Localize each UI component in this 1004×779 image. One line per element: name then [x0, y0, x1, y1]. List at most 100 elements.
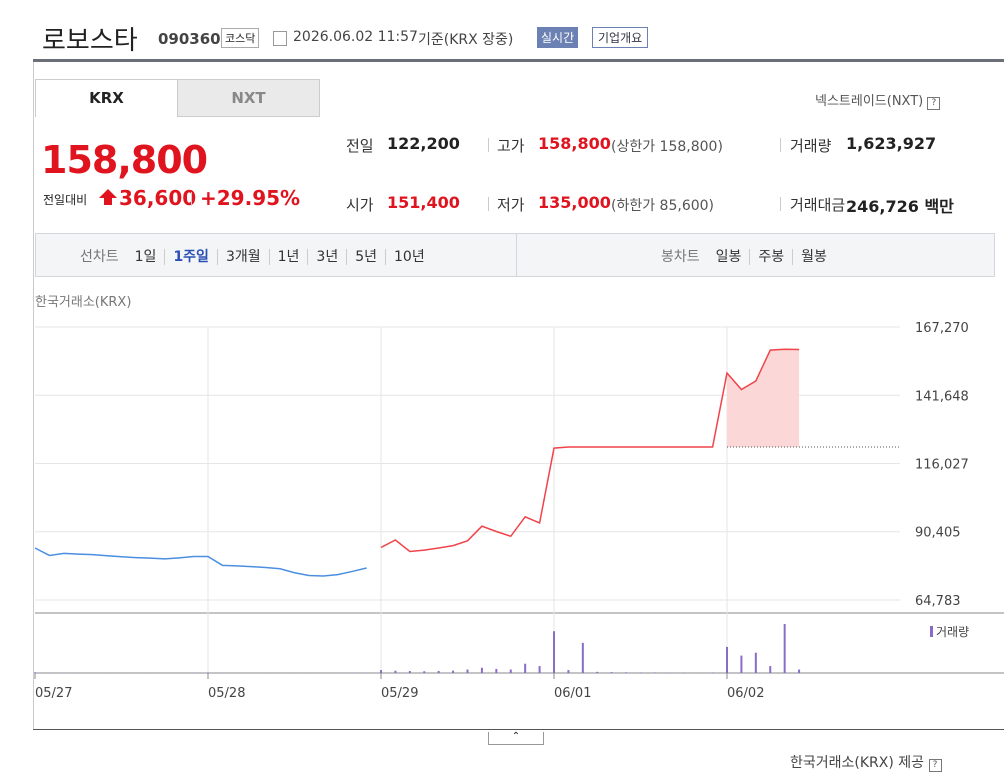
volume-bar: [682, 672, 685, 673]
line-period-tabs: 선차트 1일 1주일 3개월 1년 3년 5년 10년: [72, 246, 433, 266]
period-tab[interactable]: 주봉: [749, 249, 793, 265]
volume-bar: [524, 663, 527, 673]
volume-bar: [726, 646, 728, 673]
help-icon[interactable]: ?: [928, 759, 942, 772]
volume-bar: [625, 672, 628, 673]
volume-bar: [711, 672, 714, 673]
chart-source: 한국거래소(KRX): [35, 295, 132, 310]
quote-value: 151,400: [387, 193, 460, 212]
quote-value: 122,200: [387, 134, 460, 153]
stock-code: 090360: [158, 30, 221, 48]
market-badge: 코스닥: [221, 28, 260, 48]
divider: [33, 59, 1004, 62]
change-label: 전일대비: [43, 193, 88, 207]
help-icon[interactable]: ?: [927, 97, 941, 110]
collapse-button[interactable]: ⌃: [488, 732, 544, 745]
quote-value: 135,000: [538, 193, 611, 212]
period-tab[interactable]: 3년: [307, 249, 347, 265]
volume-bar: [423, 671, 426, 673]
y-tick-label: 64,783: [915, 594, 961, 609]
period-tab[interactable]: 5년: [346, 249, 386, 265]
candle-period-tabs: 봉차트 일봉 주봉 월봉: [653, 246, 835, 266]
quote-label: 전일: [346, 137, 374, 155]
volume-bar: [207, 672, 209, 673]
up-arrow: [99, 189, 117, 205]
realtime-badge[interactable]: 실시간: [537, 27, 579, 48]
basis: 기준(KRX 장중): [418, 32, 514, 48]
volume-bar: [653, 672, 656, 673]
period-divider: [516, 234, 517, 276]
quote-note: (하한가 85,600): [611, 198, 715, 214]
x-tick-label: 05/29: [381, 686, 418, 701]
quote-label: 거래량: [790, 137, 832, 155]
volume-bar: [452, 670, 455, 673]
period-tab[interactable]: 일봉: [715, 249, 742, 265]
period-bar: [35, 233, 995, 277]
quote-value: 1,623,927: [846, 134, 937, 153]
volume-bar: [798, 669, 801, 673]
quote-label: 고가: [497, 137, 525, 155]
footer-text: 한국거래소(KRX) 제공: [790, 755, 925, 771]
volume-bar: [639, 672, 642, 673]
y-tick-label: 167,270: [915, 321, 969, 336]
quote-note: (상한가 158,800): [611, 139, 723, 155]
y-tick-label: 116,027: [915, 457, 969, 472]
period-tab[interactable]: 1주일: [164, 249, 217, 265]
volume-bar: [394, 670, 397, 673]
stock-name: 로보스타: [42, 26, 138, 56]
price-line: [380, 348, 800, 553]
quote-label: 거래대금: [790, 196, 846, 214]
volume-bar: [466, 669, 469, 673]
period-tab[interactable]: 3개월: [216, 249, 269, 265]
footer: 한국거래소(KRX) 제공 ?: [790, 752, 942, 772]
volume-bar: [596, 671, 599, 673]
frame-bottom: [33, 729, 1004, 730]
volume-bar: [538, 666, 541, 673]
volume-bar: [610, 672, 613, 673]
quote-value: 246,726 백만: [846, 197, 954, 216]
nxt-link[interactable]: 넥스트레이드(NXT) ?: [815, 90, 941, 110]
calendar-icon: [273, 31, 287, 46]
price-line: [34, 547, 367, 577]
volume-bar: [509, 669, 512, 673]
volume-bar: [740, 655, 743, 673]
volume-bar: [769, 666, 772, 673]
quote-label: 시가: [346, 196, 374, 214]
current-price: 158,800: [41, 138, 208, 182]
period-label: 선차트: [80, 249, 119, 265]
volume-bar: [34, 672, 36, 673]
period-label: 봉차트: [661, 249, 700, 265]
legend-label: 거래량: [936, 625, 969, 639]
tab-nxt[interactable]: NXT: [177, 79, 320, 117]
nxt-link-text[interactable]: 넥스트레이드(NXT): [815, 94, 924, 109]
y-tick-label: 141,648: [915, 389, 969, 404]
volume-bar: [380, 670, 382, 673]
period-tab[interactable]: 1일: [134, 249, 157, 265]
volume-bar: [553, 631, 555, 673]
volume-bar: [495, 668, 498, 673]
x-tick-label: 05/28: [208, 686, 245, 701]
change-rate: +29.95%: [200, 186, 301, 210]
period-tab[interactable]: 월봉: [792, 249, 835, 265]
volume-bar: [480, 667, 483, 673]
volume-bar: [783, 623, 786, 673]
quote-label: 저가: [497, 196, 525, 214]
volume-bar: [754, 652, 757, 673]
x-tick-label: 06/01: [554, 686, 591, 701]
volume-bar: [581, 642, 584, 673]
company-info-button[interactable]: 기업개요: [592, 27, 649, 48]
period-tab[interactable]: 1년: [268, 249, 308, 265]
quote-value: 158,800: [538, 134, 611, 153]
timestamp: 2026.06.02 11:57: [293, 29, 418, 45]
volume-bar: [437, 670, 440, 673]
change: 36,600: [119, 186, 197, 210]
volume-bar: [567, 670, 570, 673]
frame-left: [33, 62, 34, 730]
x-tick-label: 06/02: [727, 686, 764, 701]
limit-area: [727, 349, 800, 448]
period-tab[interactable]: 10년: [385, 249, 433, 265]
x-tick-label: 05/27: [35, 686, 72, 701]
legend-swatch: [930, 626, 933, 637]
